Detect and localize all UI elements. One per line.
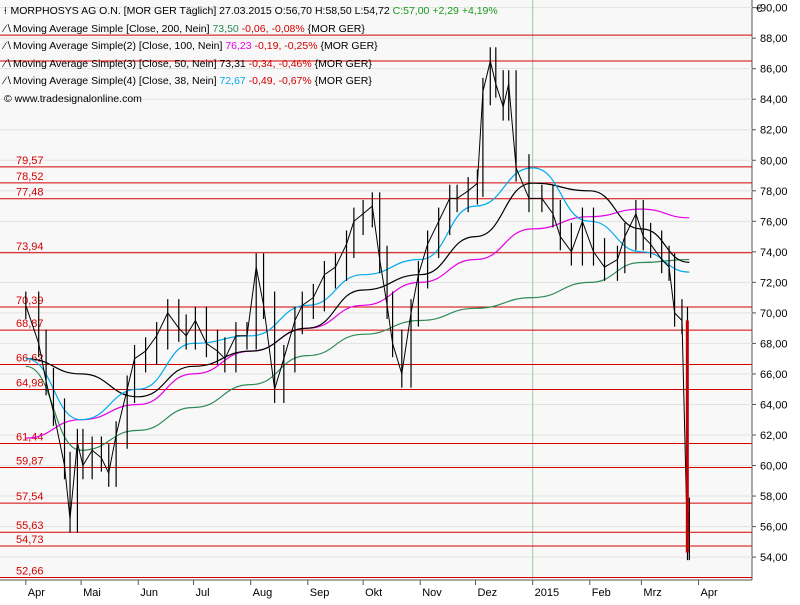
support-line-label: 77,48 (16, 187, 44, 199)
legend-ma-38: ∕∖Moving Average Simple(4) [Close, 38, N… (4, 75, 372, 87)
change-pct: +4,19% (461, 5, 498, 17)
support-line-label: 54,73 (16, 534, 44, 546)
currency-label: € (756, 3, 763, 15)
support-line-label: 64,98 (16, 378, 44, 390)
support-line-label: 68,87 (16, 318, 44, 330)
support-line-label: 55,63 (16, 520, 44, 532)
support-line-label: 57,54 (16, 491, 44, 503)
x-tick-label: Mrz (643, 587, 661, 599)
ma-change: -0,19 (254, 40, 279, 52)
y-tick-label: 74,00 (760, 247, 788, 259)
x-tick-label: Aug (253, 587, 273, 599)
ma-label: Moving Average Simple(2) [Close, 100, Ne… (13, 40, 223, 52)
moving-average-line (25, 208, 690, 439)
close-value: C:57,00 (392, 5, 430, 17)
x-tick-label: Nov (422, 587, 442, 599)
open-value: O:56,70 (274, 5, 313, 17)
ma-pct: -0,67% (278, 75, 312, 87)
x-tick-label: Jun (140, 587, 158, 599)
copyright-icon: © (4, 92, 12, 105)
y-tick-label: 56,00 (760, 522, 788, 534)
ma-suffix: {MOR GER} (307, 22, 365, 35)
y-tick-label: 90,00 (760, 3, 788, 15)
y-tick-label: 88,00 (760, 33, 788, 45)
security-title: MORPHOSYS AG O.N. [MOR GER Täglich] 27.0… (10, 5, 272, 17)
y-tick-label: 72,00 (760, 277, 788, 289)
legend-ma-50: ∕∖Moving Average Simple(3) [Close, 50, N… (4, 57, 372, 70)
ma-pct: -0,08% (271, 22, 305, 35)
ma-label: Moving Average Simple(4) [Close, 38, Nei… (13, 75, 217, 87)
ma-value: 73,31 (219, 57, 246, 70)
x-tick-label: Mai (83, 587, 101, 599)
ma-suffix: {MOR GER} (314, 75, 372, 87)
x-tick-label: Sep (310, 587, 330, 599)
line-chart-icon: ∕∖ (4, 23, 13, 35)
y-tick-label: 80,00 (760, 155, 788, 167)
legend-title-line: ⍿ MORPHOSYS AG O.N. [MOR GER Täglich] 27… (4, 3, 498, 21)
ma-suffix: {MOR GER} (320, 40, 378, 52)
ma-change: -0,49 (248, 75, 273, 87)
y-tick-label: 66,00 (760, 369, 788, 381)
ma-value: 73,50 (212, 22, 239, 35)
y-tick-label: 64,00 (760, 399, 788, 411)
legend-ma-200: ∕∖Moving Average Simple [Close, 200, Nei… (4, 22, 365, 35)
bar-chart-icon: ⍿ (4, 6, 7, 17)
ma-label: Moving Average Simple(3) [Close, 50, Nei… (13, 57, 217, 70)
line-chart-icon: ∕∖ (4, 58, 13, 70)
ma-suffix: {MOR GER} (314, 57, 372, 70)
y-tick-label: 68,00 (760, 338, 788, 350)
y-tick-label: 86,00 (760, 64, 788, 76)
support-line-label: 52,66 (16, 566, 44, 578)
ma-pct: -0,46% (278, 57, 312, 70)
support-line-label: 73,94 (16, 241, 44, 253)
support-line-label: 79,57 (16, 155, 44, 167)
x-tick-label: Dez (478, 587, 498, 599)
x-tick-label: Feb (592, 587, 611, 599)
y-tick-label: 62,00 (760, 430, 788, 442)
y-tick-label: 58,00 (760, 491, 788, 503)
moving-average-line (25, 182, 690, 398)
y-tick-label: 78,00 (760, 186, 788, 198)
moving-average-line (25, 167, 690, 421)
moving-average-line (25, 258, 690, 451)
y-tick-label: 70,00 (760, 308, 788, 320)
line-chart-icon: ∕∖ (4, 41, 13, 52)
support-line-label: 78,52 (16, 171, 44, 183)
ma-change: -0,06 (241, 22, 266, 35)
price-line (25, 60, 690, 547)
x-tick-label: Apr (701, 587, 718, 599)
x-tick-label: Jul (196, 587, 210, 599)
change-abs: +2,29 (432, 5, 459, 17)
x-tick-label: Apr (28, 587, 45, 599)
y-tick-label: 76,00 (760, 216, 788, 228)
chart-legend: ⍿ MORPHOSYS AG O.N. [MOR GER Täglich] 27… (4, 3, 498, 107)
legend-source: © www.tradesignalonline.com (4, 91, 498, 108)
high-value: H:58,50 (314, 5, 352, 17)
ma-change: -0,34 (248, 57, 273, 70)
y-tick-label: 84,00 (760, 94, 788, 106)
y-tick-label: 82,00 (760, 125, 788, 137)
y-tick-label: 60,00 (760, 461, 788, 473)
line-chart-icon: ∕∖ (4, 76, 13, 87)
y-tick-label: 54,00 (760, 552, 788, 564)
low-value: L:54,72 (354, 5, 390, 17)
ma-label: Moving Average Simple [Close, 200, Nein] (13, 22, 210, 35)
ma-value: 72,67 (219, 75, 246, 87)
x-tick-label: 2015 (535, 587, 559, 599)
legend-ma-100: ∕∖Moving Average Simple(2) [Close, 100, … (4, 40, 378, 52)
ma-pct: -0,25% (284, 40, 318, 52)
support-line-label: 70,39 (16, 295, 44, 307)
support-line-label: 59,87 (16, 456, 44, 468)
ma-value: 76,23 (225, 40, 252, 52)
source-url: www.tradesignalonline.com (14, 92, 142, 105)
x-tick-label: Okt (365, 587, 382, 599)
